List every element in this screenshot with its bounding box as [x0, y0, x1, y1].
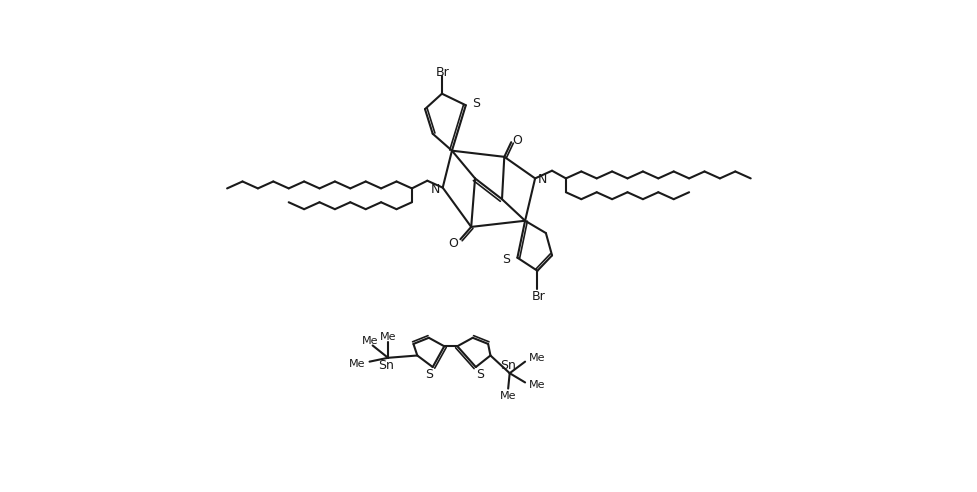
Text: N: N — [537, 173, 547, 186]
Text: Br: Br — [436, 65, 449, 79]
Text: Me: Me — [349, 359, 365, 369]
Text: N: N — [430, 183, 440, 196]
Text: S: S — [475, 368, 484, 381]
Text: Me: Me — [379, 332, 396, 342]
Text: Sn: Sn — [378, 359, 394, 372]
Text: Me: Me — [529, 353, 545, 363]
Text: S: S — [471, 97, 480, 110]
Text: S: S — [502, 253, 510, 266]
Text: Br: Br — [531, 290, 545, 303]
Text: Me: Me — [529, 380, 545, 390]
Text: O: O — [512, 134, 522, 147]
Text: S: S — [424, 368, 433, 381]
Text: Me: Me — [361, 336, 378, 346]
Text: O: O — [447, 237, 457, 249]
Text: Me: Me — [499, 391, 516, 400]
Text: Sn: Sn — [499, 359, 516, 372]
